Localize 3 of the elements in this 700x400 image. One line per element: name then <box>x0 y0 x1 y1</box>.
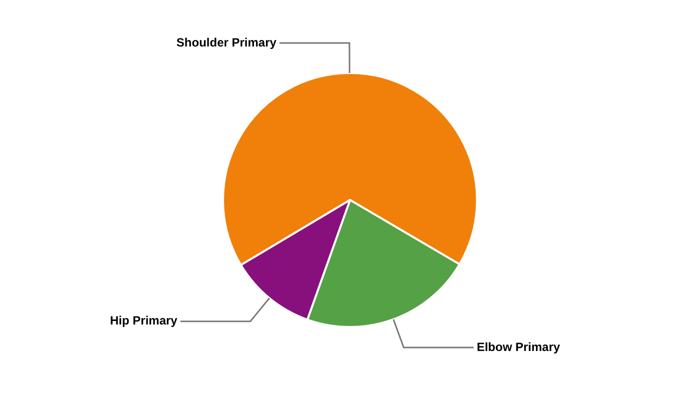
slice-label: Shoulder Primary <box>176 35 277 50</box>
slice-label: Hip Primary <box>110 314 178 328</box>
slice-label: Elbow Primary <box>476 340 560 354</box>
